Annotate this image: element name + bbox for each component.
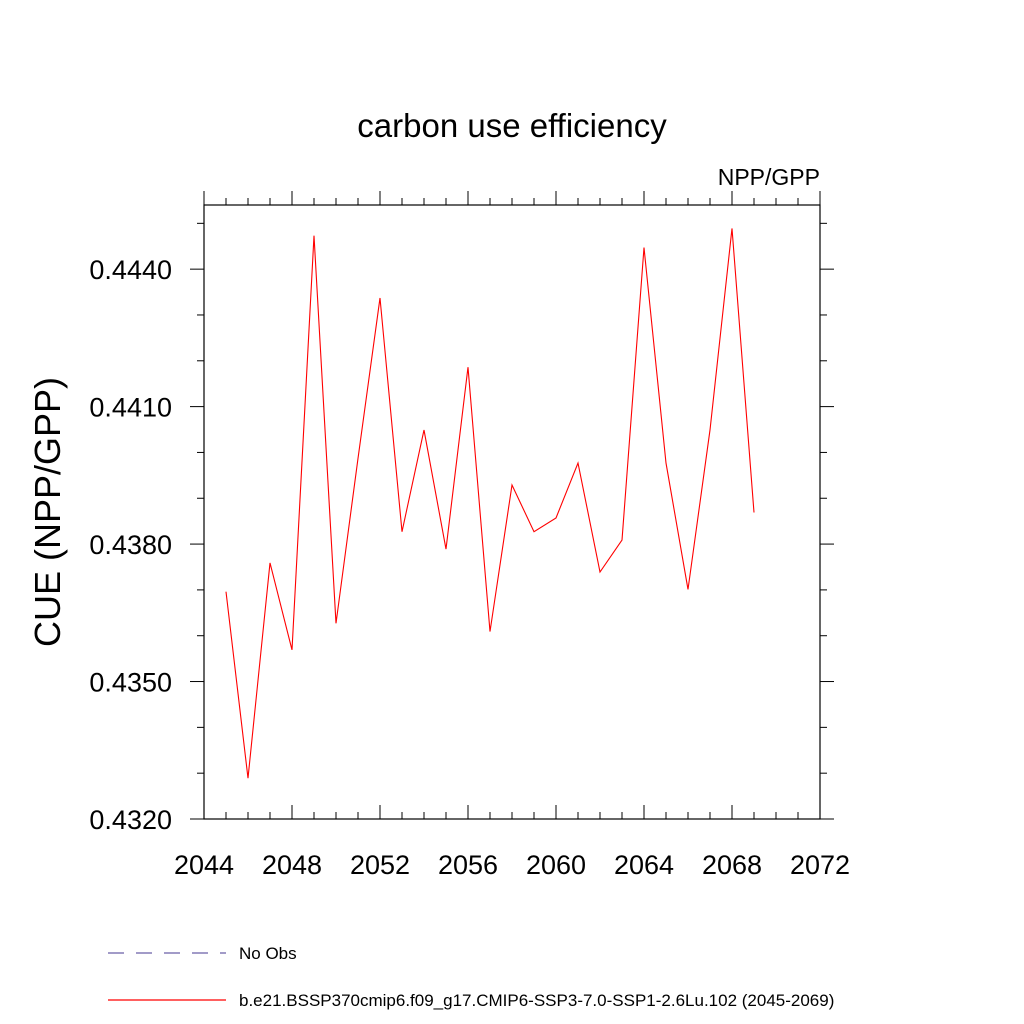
series-layer (225, 228, 755, 779)
y-tick-label: 0.4320 (89, 805, 172, 835)
legend: No Obs b.e21.BSSP370cmip6.f09_g17.CMIP6-… (108, 944, 834, 1010)
x-tick-label: 2044 (174, 850, 234, 880)
axis-tick-labels: 2044 2048 2052 2056 2060 2064 2068 2072 0.4320 0.… (89, 255, 850, 880)
series-line (225, 228, 755, 779)
legend-label-no-obs: No Obs (239, 944, 297, 963)
y-tick-label: 0.4410 (89, 393, 172, 423)
axis-ticks (190, 191, 834, 820)
chart-subtitle: NPP/GPP (718, 164, 820, 190)
chart-title: carbon use efficiency (357, 107, 667, 144)
x-tick-label: 2068 (702, 850, 762, 880)
x-tick-label: 2056 (438, 850, 498, 880)
y-tick-label: 0.4350 (89, 668, 172, 698)
y-axis-label: CUE (NPP/GPP) (27, 377, 68, 647)
legend-label-model-run: b.e21.BSSP370cmip6.f09_g17.CMIP6-SSP3-7.… (239, 991, 834, 1010)
x-tick-label: 2052 (350, 850, 410, 880)
x-tick-label: 2072 (790, 850, 850, 880)
y-tick-label: 0.4440 (89, 255, 172, 285)
x-tick-label: 2060 (526, 850, 586, 880)
x-tick-label: 2048 (262, 850, 322, 880)
x-tick-label: 2064 (614, 850, 674, 880)
y-tick-label: 0.4380 (89, 530, 172, 560)
plot-frame (203, 204, 821, 820)
